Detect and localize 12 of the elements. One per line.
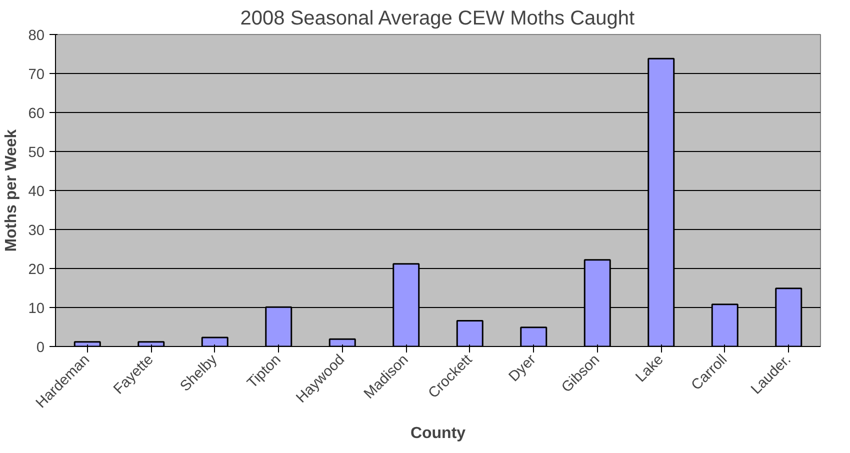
y-tick-label: 0 — [36, 340, 45, 356]
chart-title: 2008 Seasonal Average CEW Moths Caught — [240, 8, 636, 30]
y-tick-label: 20 — [28, 262, 45, 278]
y-tick-label: 70 — [28, 67, 45, 83]
x-axis-title: County — [410, 425, 466, 442]
y-tick-label: 10 — [28, 301, 45, 317]
y-tick-label: 80 — [28, 28, 45, 44]
y-tick-label: 40 — [28, 184, 45, 200]
y-tick-label: 50 — [28, 145, 45, 161]
y-tick-label: 60 — [28, 106, 45, 122]
y-axis-title: Moths per Week — [3, 129, 20, 252]
y-tick-label: 30 — [28, 223, 45, 239]
